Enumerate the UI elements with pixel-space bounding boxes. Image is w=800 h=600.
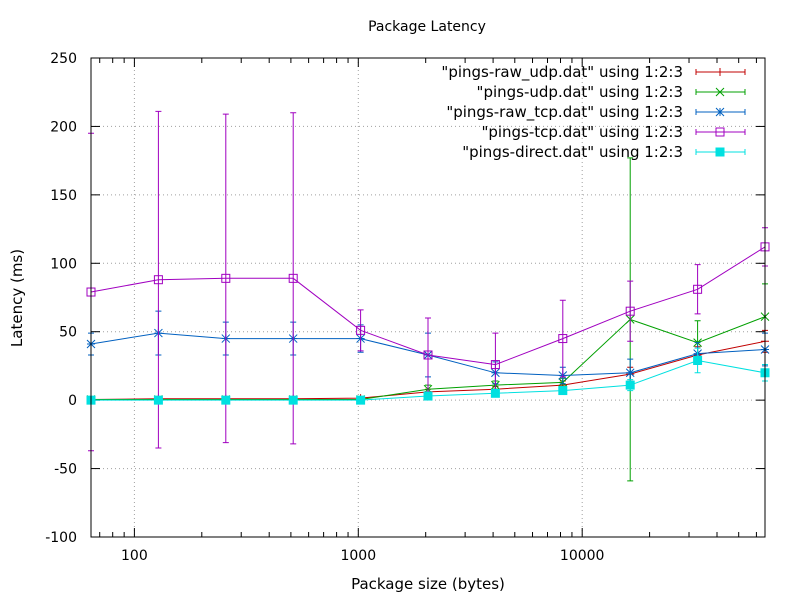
x-tick-label: 10000 [560, 548, 605, 564]
legend-marker [715, 127, 725, 137]
data-point [288, 395, 298, 405]
y-tick-label: 150 [50, 188, 77, 204]
legend-entry-2: "pings-raw_tcp.dat" using 1:2:3 [446, 103, 746, 122]
y-tick-label: -50 [54, 462, 77, 478]
legend-label: "pings-direct.dat" using 1:2:3 [462, 143, 683, 161]
x-axis-title: Package size (bytes) [351, 575, 505, 593]
data-point [221, 395, 231, 405]
error-bar [155, 110, 162, 449]
data-point [693, 355, 703, 365]
data-point [490, 388, 500, 398]
data-point [625, 380, 635, 390]
data-point [423, 350, 433, 360]
data-point [625, 306, 635, 316]
error-bar [357, 309, 364, 352]
y-tick-label: 250 [50, 51, 77, 67]
legend-marker [715, 107, 725, 117]
legend: "pings-raw_udp.dat" using 1:2:3"pings-ud… [441, 63, 746, 161]
legend-label: "pings-raw_tcp.dat" using 1:2:3 [446, 103, 683, 122]
y-tick-label: 0 [68, 393, 77, 409]
error-bar [694, 264, 701, 315]
data-series [86, 110, 770, 482]
y-tick-label: 100 [50, 256, 77, 272]
axis-ticks: -100 -50 0 50 100 150 200 250 100 1000 10000 [45, 51, 765, 564]
data-point [423, 391, 433, 401]
data-point [288, 273, 298, 283]
legend-marker [715, 147, 725, 157]
x-tick-label: 100 [121, 548, 148, 564]
legend-marker [716, 68, 724, 76]
x-tick-label: 1000 [340, 548, 376, 564]
legend-entry-3: "pings-tcp.dat" using 1:2:3 [481, 123, 746, 141]
legend-entry-1: "pings-udp.dat" using 1:2:3 [477, 83, 746, 101]
data-point [558, 334, 568, 344]
legend-label: "pings-raw_udp.dat" using 1:2:3 [441, 63, 683, 82]
y-tick-label: 200 [50, 119, 77, 135]
y-tick-label: -100 [45, 530, 77, 546]
error-bar [290, 112, 297, 445]
data-point [356, 325, 366, 335]
data-point [356, 395, 366, 405]
error-bar [222, 113, 229, 444]
legend-label: "pings-udp.dat" using 1:2:3 [477, 83, 683, 101]
legend-marker [715, 87, 725, 97]
data-point [693, 284, 703, 294]
data-point [490, 360, 500, 370]
data-point [153, 275, 163, 285]
plot-frame [90, 57, 766, 538]
legend-entry-4: "pings-direct.dat" using 1:2:3 [462, 143, 746, 161]
legend-entry-0: "pings-raw_udp.dat" using 1:2:3 [441, 63, 746, 82]
error-bar [559, 299, 566, 378]
error-bar [627, 280, 634, 342]
data-point [625, 368, 635, 378]
chart-title: Package Latency [368, 19, 486, 35]
data-point [221, 273, 231, 283]
data-point [558, 386, 568, 396]
y-tick-label: 50 [59, 325, 77, 341]
legend-swatch [695, 129, 746, 135]
data-point [153, 395, 163, 405]
legend-label: "pings-tcp.dat" using 1:2:3 [481, 123, 683, 141]
y-axis-title: Latency (ms) [8, 249, 26, 347]
